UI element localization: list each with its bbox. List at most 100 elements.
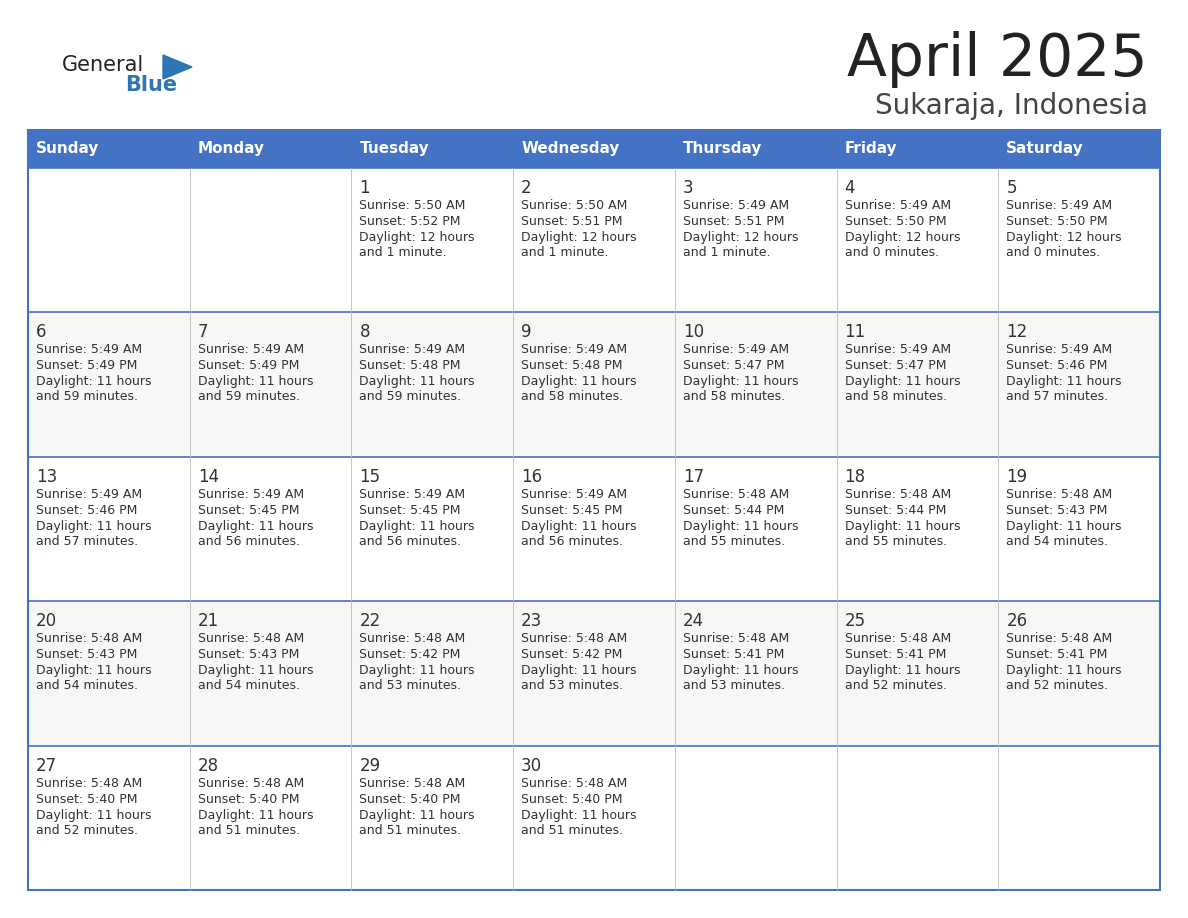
Text: and 54 minutes.: and 54 minutes. bbox=[36, 679, 138, 692]
Text: Daylight: 11 hours: Daylight: 11 hours bbox=[360, 665, 475, 677]
Text: Thursday: Thursday bbox=[683, 141, 763, 156]
Text: Sunset: 5:48 PM: Sunset: 5:48 PM bbox=[522, 360, 623, 373]
Text: Sunrise: 5:49 AM: Sunrise: 5:49 AM bbox=[36, 487, 143, 501]
Text: Blue: Blue bbox=[125, 75, 177, 95]
Text: Sunset: 5:43 PM: Sunset: 5:43 PM bbox=[197, 648, 299, 661]
Text: and 56 minutes.: and 56 minutes. bbox=[522, 535, 624, 548]
Text: Sunset: 5:40 PM: Sunset: 5:40 PM bbox=[360, 792, 461, 806]
Text: 29: 29 bbox=[360, 756, 380, 775]
Text: 10: 10 bbox=[683, 323, 704, 341]
Text: and 59 minutes.: and 59 minutes. bbox=[36, 390, 138, 403]
Text: 27: 27 bbox=[36, 756, 57, 775]
Text: Sunrise: 5:48 AM: Sunrise: 5:48 AM bbox=[683, 633, 789, 645]
Text: 22: 22 bbox=[360, 612, 380, 630]
Text: Sunrise: 5:48 AM: Sunrise: 5:48 AM bbox=[522, 633, 627, 645]
Text: Daylight: 11 hours: Daylight: 11 hours bbox=[197, 665, 314, 677]
Text: 12: 12 bbox=[1006, 323, 1028, 341]
Bar bbox=[29, 130, 1159, 890]
Text: April 2025: April 2025 bbox=[847, 31, 1148, 88]
Bar bbox=[29, 312, 1159, 457]
Bar bbox=[29, 168, 1159, 312]
Text: and 54 minutes.: and 54 minutes. bbox=[197, 679, 299, 692]
Text: Daylight: 11 hours: Daylight: 11 hours bbox=[36, 520, 152, 532]
Text: and 55 minutes.: and 55 minutes. bbox=[683, 535, 785, 548]
Text: Sunrise: 5:50 AM: Sunrise: 5:50 AM bbox=[522, 199, 627, 212]
Text: Sunrise: 5:49 AM: Sunrise: 5:49 AM bbox=[1006, 199, 1112, 212]
Text: 15: 15 bbox=[360, 468, 380, 486]
Text: Daylight: 11 hours: Daylight: 11 hours bbox=[197, 809, 314, 822]
Text: and 57 minutes.: and 57 minutes. bbox=[36, 535, 138, 548]
Text: Sunrise: 5:49 AM: Sunrise: 5:49 AM bbox=[360, 343, 466, 356]
Text: Sunrise: 5:48 AM: Sunrise: 5:48 AM bbox=[360, 777, 466, 789]
Text: Sunrise: 5:49 AM: Sunrise: 5:49 AM bbox=[683, 199, 789, 212]
Text: 2: 2 bbox=[522, 179, 532, 197]
Text: 21: 21 bbox=[197, 612, 219, 630]
Text: Daylight: 12 hours: Daylight: 12 hours bbox=[522, 231, 637, 244]
Text: Sunrise: 5:50 AM: Sunrise: 5:50 AM bbox=[360, 199, 466, 212]
Text: Sunrise: 5:48 AM: Sunrise: 5:48 AM bbox=[360, 633, 466, 645]
Text: and 53 minutes.: and 53 minutes. bbox=[360, 679, 461, 692]
Text: Sunset: 5:43 PM: Sunset: 5:43 PM bbox=[36, 648, 138, 661]
Text: and 59 minutes.: and 59 minutes. bbox=[197, 390, 299, 403]
Text: 23: 23 bbox=[522, 612, 543, 630]
Text: 19: 19 bbox=[1006, 468, 1028, 486]
Text: Friday: Friday bbox=[845, 141, 897, 156]
Text: 14: 14 bbox=[197, 468, 219, 486]
Text: Daylight: 12 hours: Daylight: 12 hours bbox=[1006, 231, 1121, 244]
Bar bbox=[29, 745, 1159, 890]
Text: Sunrise: 5:48 AM: Sunrise: 5:48 AM bbox=[845, 487, 950, 501]
Text: Wednesday: Wednesday bbox=[522, 141, 619, 156]
Text: Daylight: 11 hours: Daylight: 11 hours bbox=[36, 375, 152, 388]
Text: Sunset: 5:45 PM: Sunset: 5:45 PM bbox=[360, 504, 461, 517]
Text: Sunrise: 5:48 AM: Sunrise: 5:48 AM bbox=[845, 633, 950, 645]
Text: Daylight: 11 hours: Daylight: 11 hours bbox=[1006, 375, 1121, 388]
Text: Daylight: 11 hours: Daylight: 11 hours bbox=[360, 809, 475, 822]
Text: 17: 17 bbox=[683, 468, 704, 486]
Text: and 51 minutes.: and 51 minutes. bbox=[360, 823, 461, 836]
Text: Sunrise: 5:48 AM: Sunrise: 5:48 AM bbox=[1006, 633, 1112, 645]
Text: Saturday: Saturday bbox=[1006, 141, 1083, 156]
Text: and 51 minutes.: and 51 minutes. bbox=[522, 823, 624, 836]
Text: 18: 18 bbox=[845, 468, 866, 486]
Text: Sunset: 5:41 PM: Sunset: 5:41 PM bbox=[845, 648, 946, 661]
Text: Daylight: 11 hours: Daylight: 11 hours bbox=[522, 665, 637, 677]
Text: Sunrise: 5:49 AM: Sunrise: 5:49 AM bbox=[522, 343, 627, 356]
Text: Sunrise: 5:48 AM: Sunrise: 5:48 AM bbox=[522, 777, 627, 789]
Text: and 0 minutes.: and 0 minutes. bbox=[845, 246, 939, 259]
Text: and 59 minutes.: and 59 minutes. bbox=[360, 390, 461, 403]
Text: Sunset: 5:40 PM: Sunset: 5:40 PM bbox=[197, 792, 299, 806]
Text: Daylight: 11 hours: Daylight: 11 hours bbox=[1006, 665, 1121, 677]
Bar bbox=[29, 601, 1159, 745]
Text: Sunrise: 5:49 AM: Sunrise: 5:49 AM bbox=[522, 487, 627, 501]
Text: Tuesday: Tuesday bbox=[360, 141, 429, 156]
Bar bbox=[29, 457, 1159, 601]
Text: Sunset: 5:44 PM: Sunset: 5:44 PM bbox=[845, 504, 946, 517]
Text: 20: 20 bbox=[36, 612, 57, 630]
Text: Monday: Monday bbox=[197, 141, 265, 156]
Text: and 52 minutes.: and 52 minutes. bbox=[845, 679, 947, 692]
Text: Daylight: 11 hours: Daylight: 11 hours bbox=[360, 520, 475, 532]
Text: Sunset: 5:42 PM: Sunset: 5:42 PM bbox=[522, 648, 623, 661]
Text: and 0 minutes.: and 0 minutes. bbox=[1006, 246, 1100, 259]
Text: Sunset: 5:49 PM: Sunset: 5:49 PM bbox=[197, 360, 299, 373]
Polygon shape bbox=[163, 55, 192, 79]
Text: Sunset: 5:40 PM: Sunset: 5:40 PM bbox=[36, 792, 138, 806]
Text: and 58 minutes.: and 58 minutes. bbox=[683, 390, 785, 403]
Text: 1: 1 bbox=[360, 179, 369, 197]
Text: Daylight: 11 hours: Daylight: 11 hours bbox=[522, 520, 637, 532]
Text: and 55 minutes.: and 55 minutes. bbox=[845, 535, 947, 548]
Text: 13: 13 bbox=[36, 468, 57, 486]
Text: Sunrise: 5:49 AM: Sunrise: 5:49 AM bbox=[197, 343, 304, 356]
Text: Daylight: 12 hours: Daylight: 12 hours bbox=[683, 231, 798, 244]
Text: and 1 minute.: and 1 minute. bbox=[683, 246, 770, 259]
Text: Sunset: 5:46 PM: Sunset: 5:46 PM bbox=[36, 504, 138, 517]
Text: and 53 minutes.: and 53 minutes. bbox=[683, 679, 785, 692]
Text: Sunrise: 5:48 AM: Sunrise: 5:48 AM bbox=[197, 777, 304, 789]
Text: Daylight: 11 hours: Daylight: 11 hours bbox=[683, 375, 798, 388]
Text: Sunset: 5:45 PM: Sunset: 5:45 PM bbox=[522, 504, 623, 517]
Text: Daylight: 11 hours: Daylight: 11 hours bbox=[683, 665, 798, 677]
Text: Daylight: 11 hours: Daylight: 11 hours bbox=[197, 520, 314, 532]
Text: Daylight: 11 hours: Daylight: 11 hours bbox=[522, 809, 637, 822]
Text: Sunrise: 5:48 AM: Sunrise: 5:48 AM bbox=[36, 777, 143, 789]
Text: and 52 minutes.: and 52 minutes. bbox=[1006, 679, 1108, 692]
